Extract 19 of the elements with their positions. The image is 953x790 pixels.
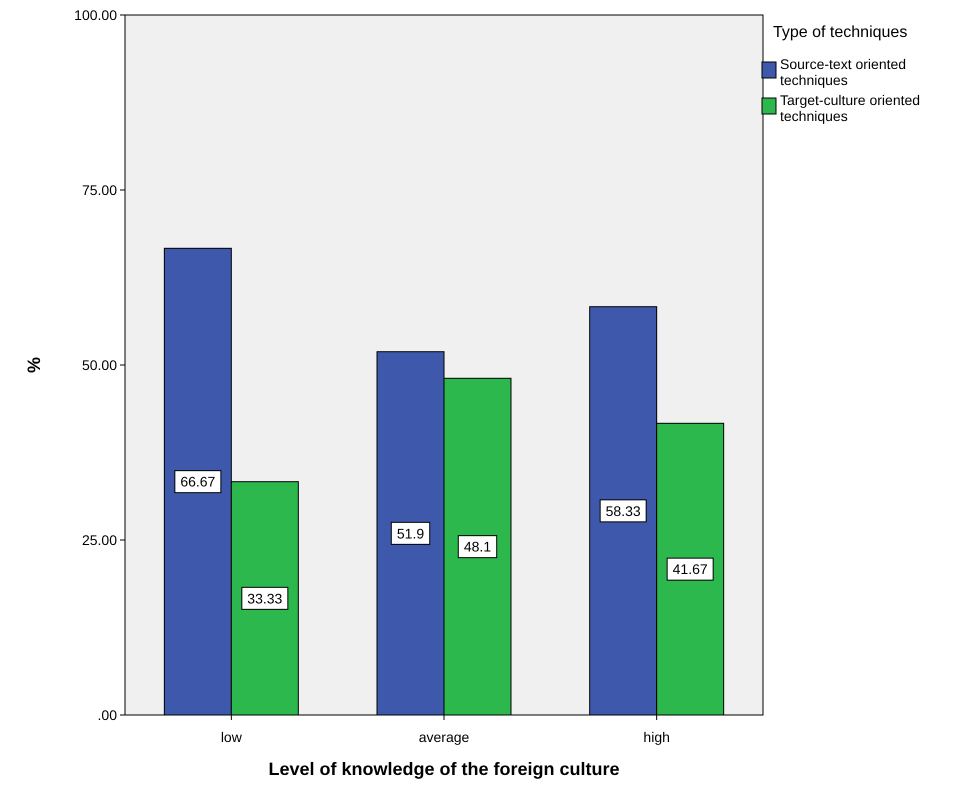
legend-title: Type of techniques — [773, 24, 908, 41]
data-label: 41.67 — [672, 561, 708, 578]
legend-label: Source-text oriented techniques — [780, 56, 906, 88]
y-tick-label: 50.00 — [82, 357, 118, 373]
y-tick-label: 25.00 — [82, 532, 118, 548]
x-tick-label: low — [220, 729, 243, 745]
data-label: 48.1 — [464, 538, 492, 555]
y-tick-label: .00 — [98, 707, 118, 723]
y-axis-title: % — [24, 356, 44, 374]
legend-label: Target-culture oriented techniques — [780, 92, 920, 124]
data-label: 33.33 — [247, 590, 283, 606]
data-label: 66.67 — [180, 474, 216, 490]
data-label: 58.33 — [606, 502, 641, 519]
x-axis-title: Level of knowledge of the foreign culture — [268, 759, 620, 779]
y-tick-label: 100.00 — [74, 7, 118, 23]
x-tick-label: high — [643, 729, 670, 745]
y-tick-label: 75.00 — [82, 182, 118, 198]
data-label: 51.9 — [396, 525, 424, 542]
x-tick-label: average — [418, 729, 470, 745]
